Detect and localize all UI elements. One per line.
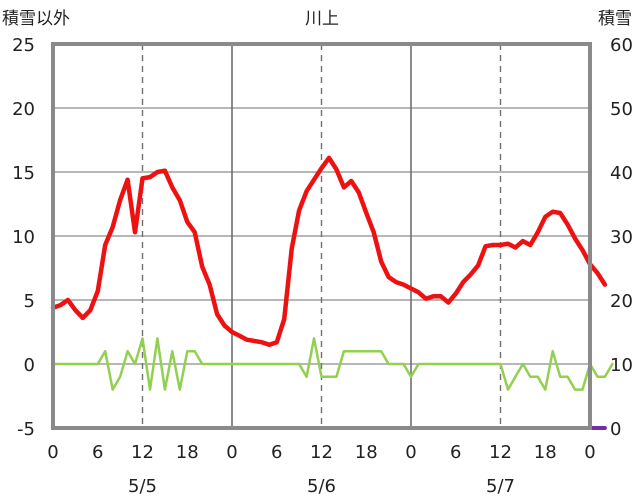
x-tick-label: 0	[584, 442, 595, 463]
right-axis-title: 積雪	[598, 9, 632, 29]
chart-series	[50, 155, 614, 430]
day-label: 5/6	[307, 476, 336, 497]
x-tick-label: 0	[226, 442, 237, 463]
x-tick-label: 12	[310, 442, 333, 463]
left-tick-label: -5	[17, 419, 35, 440]
x-tick-label: 6	[271, 442, 282, 463]
left-tick-label: 5	[24, 291, 35, 312]
chart-title: 川上	[305, 9, 339, 29]
x-tick-label: 12	[131, 442, 154, 463]
day-label: 5/7	[486, 476, 515, 497]
right-tick-label: 40	[610, 163, 633, 184]
left-axis-title: 積雪以外	[2, 9, 70, 29]
x-tick-label: 6	[450, 442, 461, 463]
x-tick-label: 18	[355, 442, 378, 463]
right-tick-label: 10	[610, 355, 633, 376]
left-tick-label: 20	[12, 99, 35, 120]
right-tick-label: 0	[610, 419, 621, 440]
series-line-2	[51, 337, 614, 391]
x-tick-label: 18	[176, 442, 199, 463]
right-tick-label: 30	[610, 227, 633, 248]
series-line-1	[50, 155, 608, 348]
x-tick-label: 6	[92, 442, 103, 463]
right-tick-label: 60	[610, 35, 633, 56]
day-label: 5/5	[128, 476, 157, 497]
x-tick-label: 0	[405, 442, 416, 463]
right-tick-label: 50	[610, 99, 633, 120]
left-tick-label: 10	[12, 227, 35, 248]
x-tick-label: 0	[47, 442, 58, 463]
plot-frame	[51, 42, 592, 430]
left-tick-label: 15	[12, 163, 35, 184]
x-tick-label: 12	[489, 442, 512, 463]
right-tick-label: 20	[610, 291, 633, 312]
x-tick-label: 18	[534, 442, 557, 463]
left-tick-label: 0	[24, 355, 35, 376]
left-tick-label: 25	[12, 35, 35, 56]
